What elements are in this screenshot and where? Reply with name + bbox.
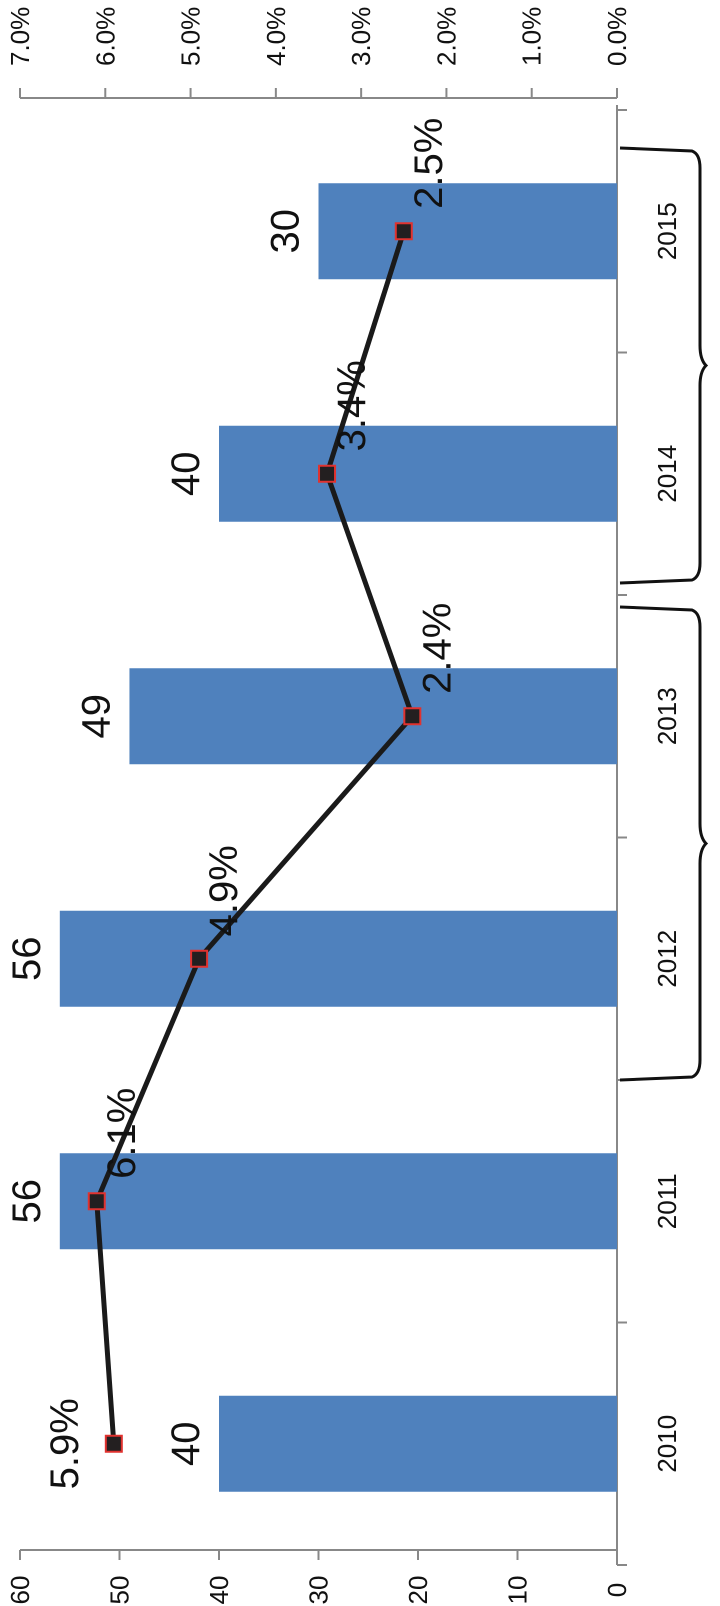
bar — [59, 1153, 618, 1250]
right-axis-tick-label: 3.0% — [346, 7, 376, 66]
bar — [219, 425, 617, 522]
right-axis-tick-label: 4.0% — [261, 7, 291, 66]
left-axis-tick-label: 40 — [204, 1576, 234, 1605]
bar-value-label: 40 — [164, 1422, 208, 1467]
line-marker — [104, 1434, 123, 1453]
right-axis-tick-label: 6.0% — [90, 7, 120, 66]
left-axis-tick-label: 60 — [5, 1576, 35, 1605]
line-value-label: 2.5% — [407, 118, 451, 209]
right-axis-tick-label: 2.0% — [431, 7, 461, 66]
bracket-upper — [619, 605, 709, 1082]
left-axis-tick-label: 50 — [105, 1576, 135, 1605]
line-marker — [190, 949, 209, 968]
left-axis-tick-label: 0 — [602, 1583, 632, 1597]
line-marker — [87, 1192, 106, 1211]
right-axis-tick-label: 1.0% — [517, 7, 547, 66]
line-value-label: 2.4% — [415, 603, 459, 694]
category-label: 2012 — [652, 930, 682, 988]
line-value-label: 3.4% — [330, 360, 374, 451]
category-label: 2011 — [652, 1173, 682, 1229]
category-label: 2010 — [652, 1415, 682, 1473]
line-marker — [403, 707, 422, 726]
bar-value-label: 56 — [5, 937, 49, 982]
right-axis-tick-label: 7.0% — [5, 7, 35, 66]
left-axis-tick-label: 20 — [403, 1576, 433, 1605]
bar-value-label: 40 — [164, 452, 208, 497]
bracket-lower — [619, 146, 709, 585]
bar — [129, 668, 617, 765]
left-axis-tick-label: 30 — [304, 1576, 334, 1605]
line-marker — [394, 222, 413, 241]
right-axis-tick-label: 0.0% — [602, 7, 632, 66]
line-value-label: 4.9% — [202, 845, 246, 936]
category-label: 2014 — [652, 445, 682, 503]
category-label: 2015 — [652, 202, 682, 260]
bar — [219, 1395, 617, 1492]
right-axis-tick-label: 5.0% — [176, 7, 206, 66]
category-label: 2013 — [652, 687, 682, 745]
bar-value-label: 30 — [264, 209, 308, 254]
line-value-label: 5.9% — [43, 1398, 87, 1489]
bar-value-label: 49 — [74, 694, 118, 739]
line-series — [94, 230, 415, 1444]
bar-value-label: 56 — [5, 1179, 49, 1224]
line-marker — [318, 464, 337, 483]
bar — [59, 910, 618, 1007]
line-value-label: 6.1% — [100, 1088, 144, 1179]
bar — [318, 183, 617, 280]
left-axis-tick-label: 10 — [503, 1576, 533, 1605]
